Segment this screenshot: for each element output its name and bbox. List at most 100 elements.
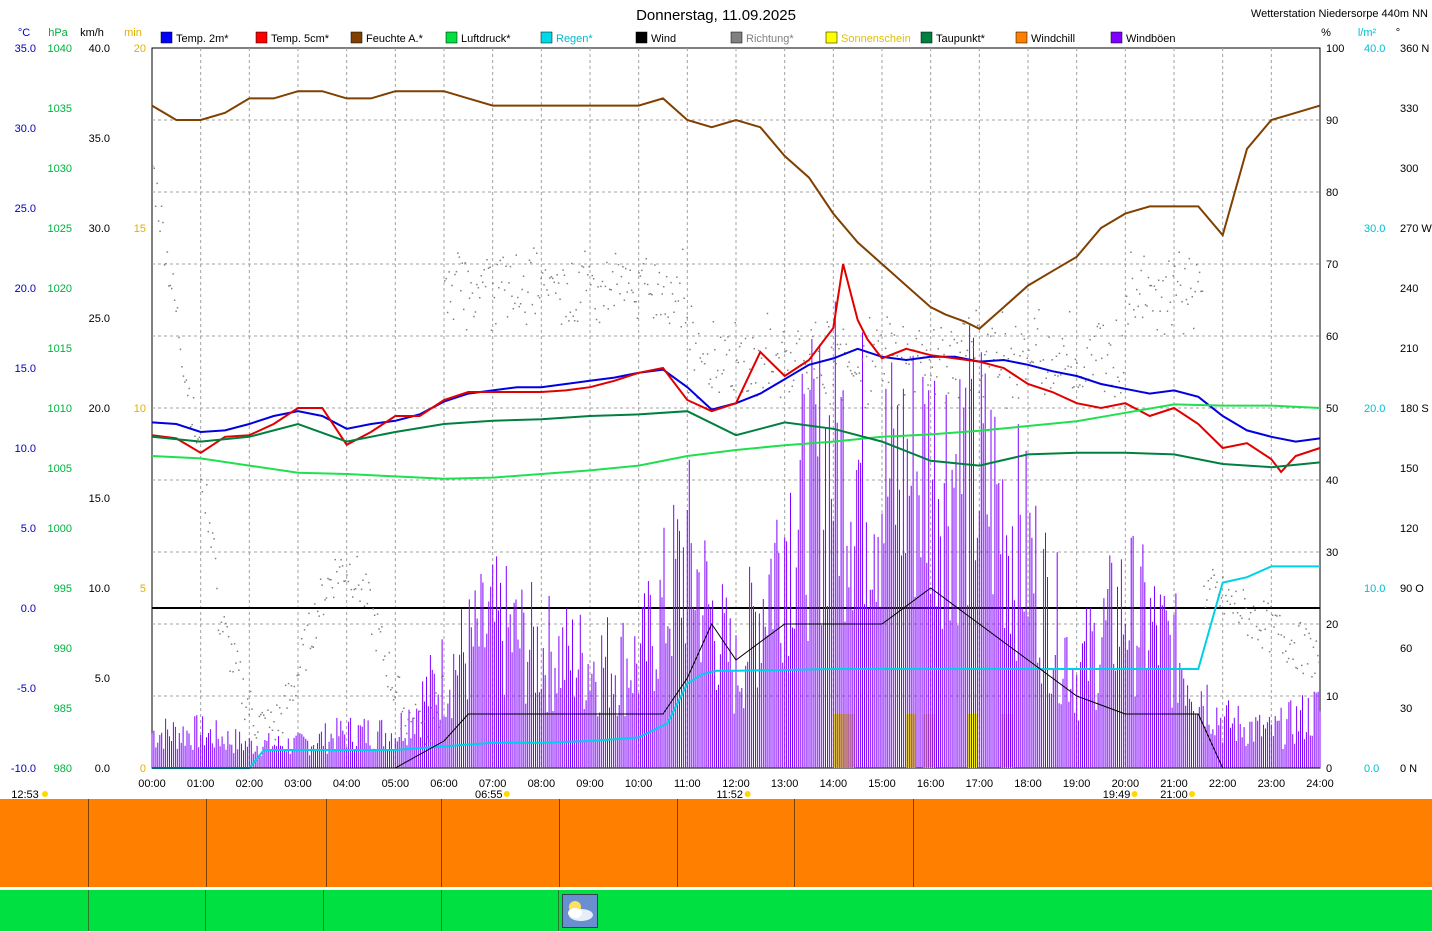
pressure-axis-tick: 1040 bbox=[48, 43, 72, 55]
sunshine-axis-tick: 5 bbox=[140, 583, 146, 595]
wind-axis-tick: 20.0 bbox=[89, 403, 110, 415]
x-tick-label: 02:00 bbox=[236, 778, 264, 790]
footer-divider bbox=[205, 890, 206, 931]
temp-axis-tick: 25.0 bbox=[15, 203, 36, 215]
pressure-axis-tick: 1015 bbox=[48, 343, 72, 355]
sunshine-bar bbox=[967, 714, 977, 768]
legend-swatch bbox=[350, 31, 363, 44]
legend-label: Sonnenschein bbox=[841, 33, 911, 45]
legend-swatch bbox=[255, 31, 268, 44]
temp-axis-tick: 35.0 bbox=[15, 43, 36, 55]
legend-label: Windböen bbox=[1126, 33, 1176, 45]
direction-axis-tick: 30 bbox=[1400, 703, 1412, 715]
direction-axis-tick: 210 bbox=[1400, 343, 1418, 355]
unit-label: min bbox=[124, 27, 142, 39]
unit-label: °C bbox=[18, 27, 30, 39]
humidity-axis-tick: 80 bbox=[1326, 187, 1338, 199]
temp-axis-tick: 20.0 bbox=[15, 283, 36, 295]
legend-label: Richtung* bbox=[746, 33, 794, 45]
temp-axis-tick: -10.0 bbox=[11, 763, 36, 775]
humidity-axis-tick: 0 bbox=[1326, 763, 1332, 775]
marker-label: 06:55 bbox=[475, 789, 503, 800]
x-tick-label: 20:00 bbox=[1112, 778, 1140, 790]
humidity-axis-tick: 50 bbox=[1326, 403, 1338, 415]
sunshine-axis-tick: 10 bbox=[134, 403, 146, 415]
humidity-axis-tick: 40 bbox=[1326, 475, 1338, 487]
marker-dot bbox=[1189, 791, 1195, 797]
legend-swatch bbox=[730, 31, 743, 44]
humidity-axis-tick: 10 bbox=[1326, 691, 1338, 703]
unit-label: km/h bbox=[80, 27, 104, 39]
x-tick-label: 00:00 bbox=[138, 778, 166, 790]
legend-swatch bbox=[1110, 31, 1123, 44]
table-divider bbox=[794, 799, 795, 887]
sunshine-axis-tick: 0 bbox=[140, 763, 146, 775]
station-name: Wetterstation Niedersorpe 440m NN bbox=[1251, 8, 1428, 20]
x-tick-label: 16:00 bbox=[917, 778, 945, 790]
footer-divider bbox=[441, 890, 442, 931]
direction-axis-tick: 60 bbox=[1400, 643, 1412, 655]
x-tick-label: 23:00 bbox=[1258, 778, 1286, 790]
x-tick-label: 14:00 bbox=[820, 778, 848, 790]
direction-axis-tick: 270 W bbox=[1400, 223, 1432, 235]
pressure-axis-tick: 1030 bbox=[48, 163, 72, 175]
series-line-luftdruck bbox=[151, 403, 1321, 480]
wind-axis-tick: 40.0 bbox=[89, 43, 110, 55]
sunshine-bar bbox=[833, 714, 856, 768]
x-tick-label: 18:00 bbox=[1014, 778, 1042, 790]
sunshine-axis-tick: 20 bbox=[134, 43, 146, 55]
x-tick-label: 13:00 bbox=[771, 778, 799, 790]
marker-label: 11:52 bbox=[716, 789, 743, 800]
pressure-axis-tick: 985 bbox=[54, 703, 72, 715]
table-divider bbox=[677, 799, 678, 887]
pressure-axis-tick: 1035 bbox=[48, 103, 72, 115]
marker-label: 19:49 bbox=[1103, 789, 1131, 800]
legend-label: Windchill bbox=[1031, 33, 1075, 45]
humidity-axis-tick: 100 bbox=[1326, 43, 1344, 55]
x-tick-label: 24:00 bbox=[1306, 778, 1334, 790]
x-tick-label: 04:00 bbox=[333, 778, 361, 790]
direction-axis-tick: 120 bbox=[1400, 523, 1418, 535]
cloudy-weather-icon bbox=[562, 894, 598, 928]
wind-axis-tick: 35.0 bbox=[89, 133, 110, 145]
series-line-wind bbox=[152, 587, 1320, 769]
series-line-regen bbox=[152, 565, 1320, 769]
gust-series bbox=[151, 301, 1321, 768]
x-tick-label: 22:00 bbox=[1209, 778, 1237, 790]
wind-axis-tick: 10.0 bbox=[89, 583, 110, 595]
unit-label: ° bbox=[1396, 27, 1400, 39]
legend-label: Temp. 2m* bbox=[176, 33, 229, 45]
legend-swatch bbox=[635, 31, 648, 44]
direction-axis-tick: 180 S bbox=[1400, 403, 1429, 415]
table-divider bbox=[326, 799, 327, 887]
legend-swatch bbox=[160, 31, 173, 44]
temp-axis-tick: 30.0 bbox=[15, 123, 36, 135]
unit-label: % bbox=[1321, 27, 1331, 39]
marker-dot bbox=[744, 791, 751, 797]
temp-axis-tick: -5.0 bbox=[17, 683, 36, 695]
legend-swatch bbox=[445, 31, 458, 44]
pressure-axis-tick: 990 bbox=[54, 643, 72, 655]
rain-axis-tick: 30.0 bbox=[1364, 223, 1385, 235]
wind-axis-tick: 25.0 bbox=[89, 313, 110, 325]
unit-label: l/m² bbox=[1358, 27, 1377, 39]
marker-label: 21:00 bbox=[1160, 789, 1188, 800]
table-divider bbox=[913, 799, 914, 887]
x-tick-label: 08:00 bbox=[528, 778, 556, 790]
legend-label: Wind bbox=[651, 33, 676, 45]
current-readings-bar bbox=[0, 890, 1432, 931]
legend-swatch bbox=[1015, 31, 1028, 44]
direction-axis-tick: 240 bbox=[1400, 283, 1418, 295]
humidity-axis-tick: 90 bbox=[1326, 115, 1338, 127]
pressure-axis-tick: 980 bbox=[54, 763, 72, 775]
rain-axis-tick: 0.0 bbox=[1364, 763, 1379, 775]
marker-dot bbox=[1131, 791, 1138, 797]
legend-label: Luftdruck* bbox=[461, 33, 511, 45]
weather-chart: Donnerstag, 11.09.2025 Wetterstation Nied… bbox=[11, 7, 1432, 800]
table-divider bbox=[206, 799, 207, 887]
marker-label: 12:53 bbox=[11, 789, 39, 800]
series-line-feuchtea bbox=[151, 90, 1321, 330]
humidity-axis-tick: 60 bbox=[1326, 331, 1338, 343]
x-tick-label: 01:00 bbox=[187, 778, 215, 790]
temp-axis-tick: 5.0 bbox=[21, 523, 36, 535]
